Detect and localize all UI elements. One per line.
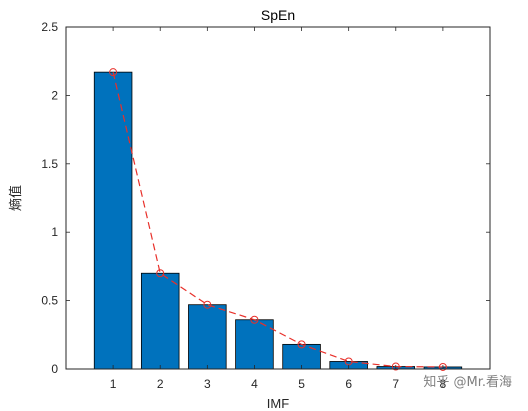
marker-imf-4: [250, 315, 259, 324]
x-tick-label: 2: [157, 377, 164, 391]
x-tick-label: 1: [110, 377, 117, 391]
y-tick-label: 0: [51, 362, 58, 376]
y-tick-labels: 0 0.5 1 1.5 2 2.5: [41, 20, 58, 376]
markers-group: [109, 68, 447, 371]
marker-imf-8: [438, 362, 447, 371]
marker-imf-7: [391, 362, 400, 371]
plot-area-frame: [65, 26, 491, 370]
marker-imf-2: [156, 269, 165, 278]
marker-imf-6: [344, 357, 353, 366]
y-tick-label: 2.5: [41, 20, 58, 34]
y-tick-label: 1.5: [41, 157, 58, 171]
x-tick-label: 8: [440, 377, 447, 391]
marker-imf-1: [109, 68, 118, 77]
trend-line: [112, 72, 443, 368]
bar-imf-1: [93, 71, 133, 370]
bars-group: [93, 71, 463, 370]
x-tick-label: 3: [204, 377, 211, 391]
x-tick-label: 4: [251, 377, 258, 391]
watermark: 知乎 @Mr.看海: [423, 374, 512, 390]
ticks-group: [66, 26, 490, 370]
marker-imf-5: [297, 340, 306, 349]
bar-imf-2: [140, 272, 180, 370]
y-tick-label: 1: [51, 225, 58, 239]
x-tick-label: 5: [298, 377, 305, 391]
y-tick-label: 0.5: [41, 294, 58, 308]
y-axis-title: 熵值: [8, 185, 23, 211]
marker-imf-3: [203, 300, 212, 309]
x-tick-labels: 1 2 3 4 5 6 7 8: [110, 377, 447, 391]
x-axis-title: IMF: [267, 396, 289, 411]
bar-imf-3: [188, 304, 227, 370]
bar-imf-4: [235, 319, 274, 370]
x-tick-label: 7: [392, 377, 399, 391]
chart-title: SpEn: [261, 7, 295, 23]
x-tick-label: 6: [345, 377, 352, 391]
y-tick-label: 2: [51, 88, 58, 102]
